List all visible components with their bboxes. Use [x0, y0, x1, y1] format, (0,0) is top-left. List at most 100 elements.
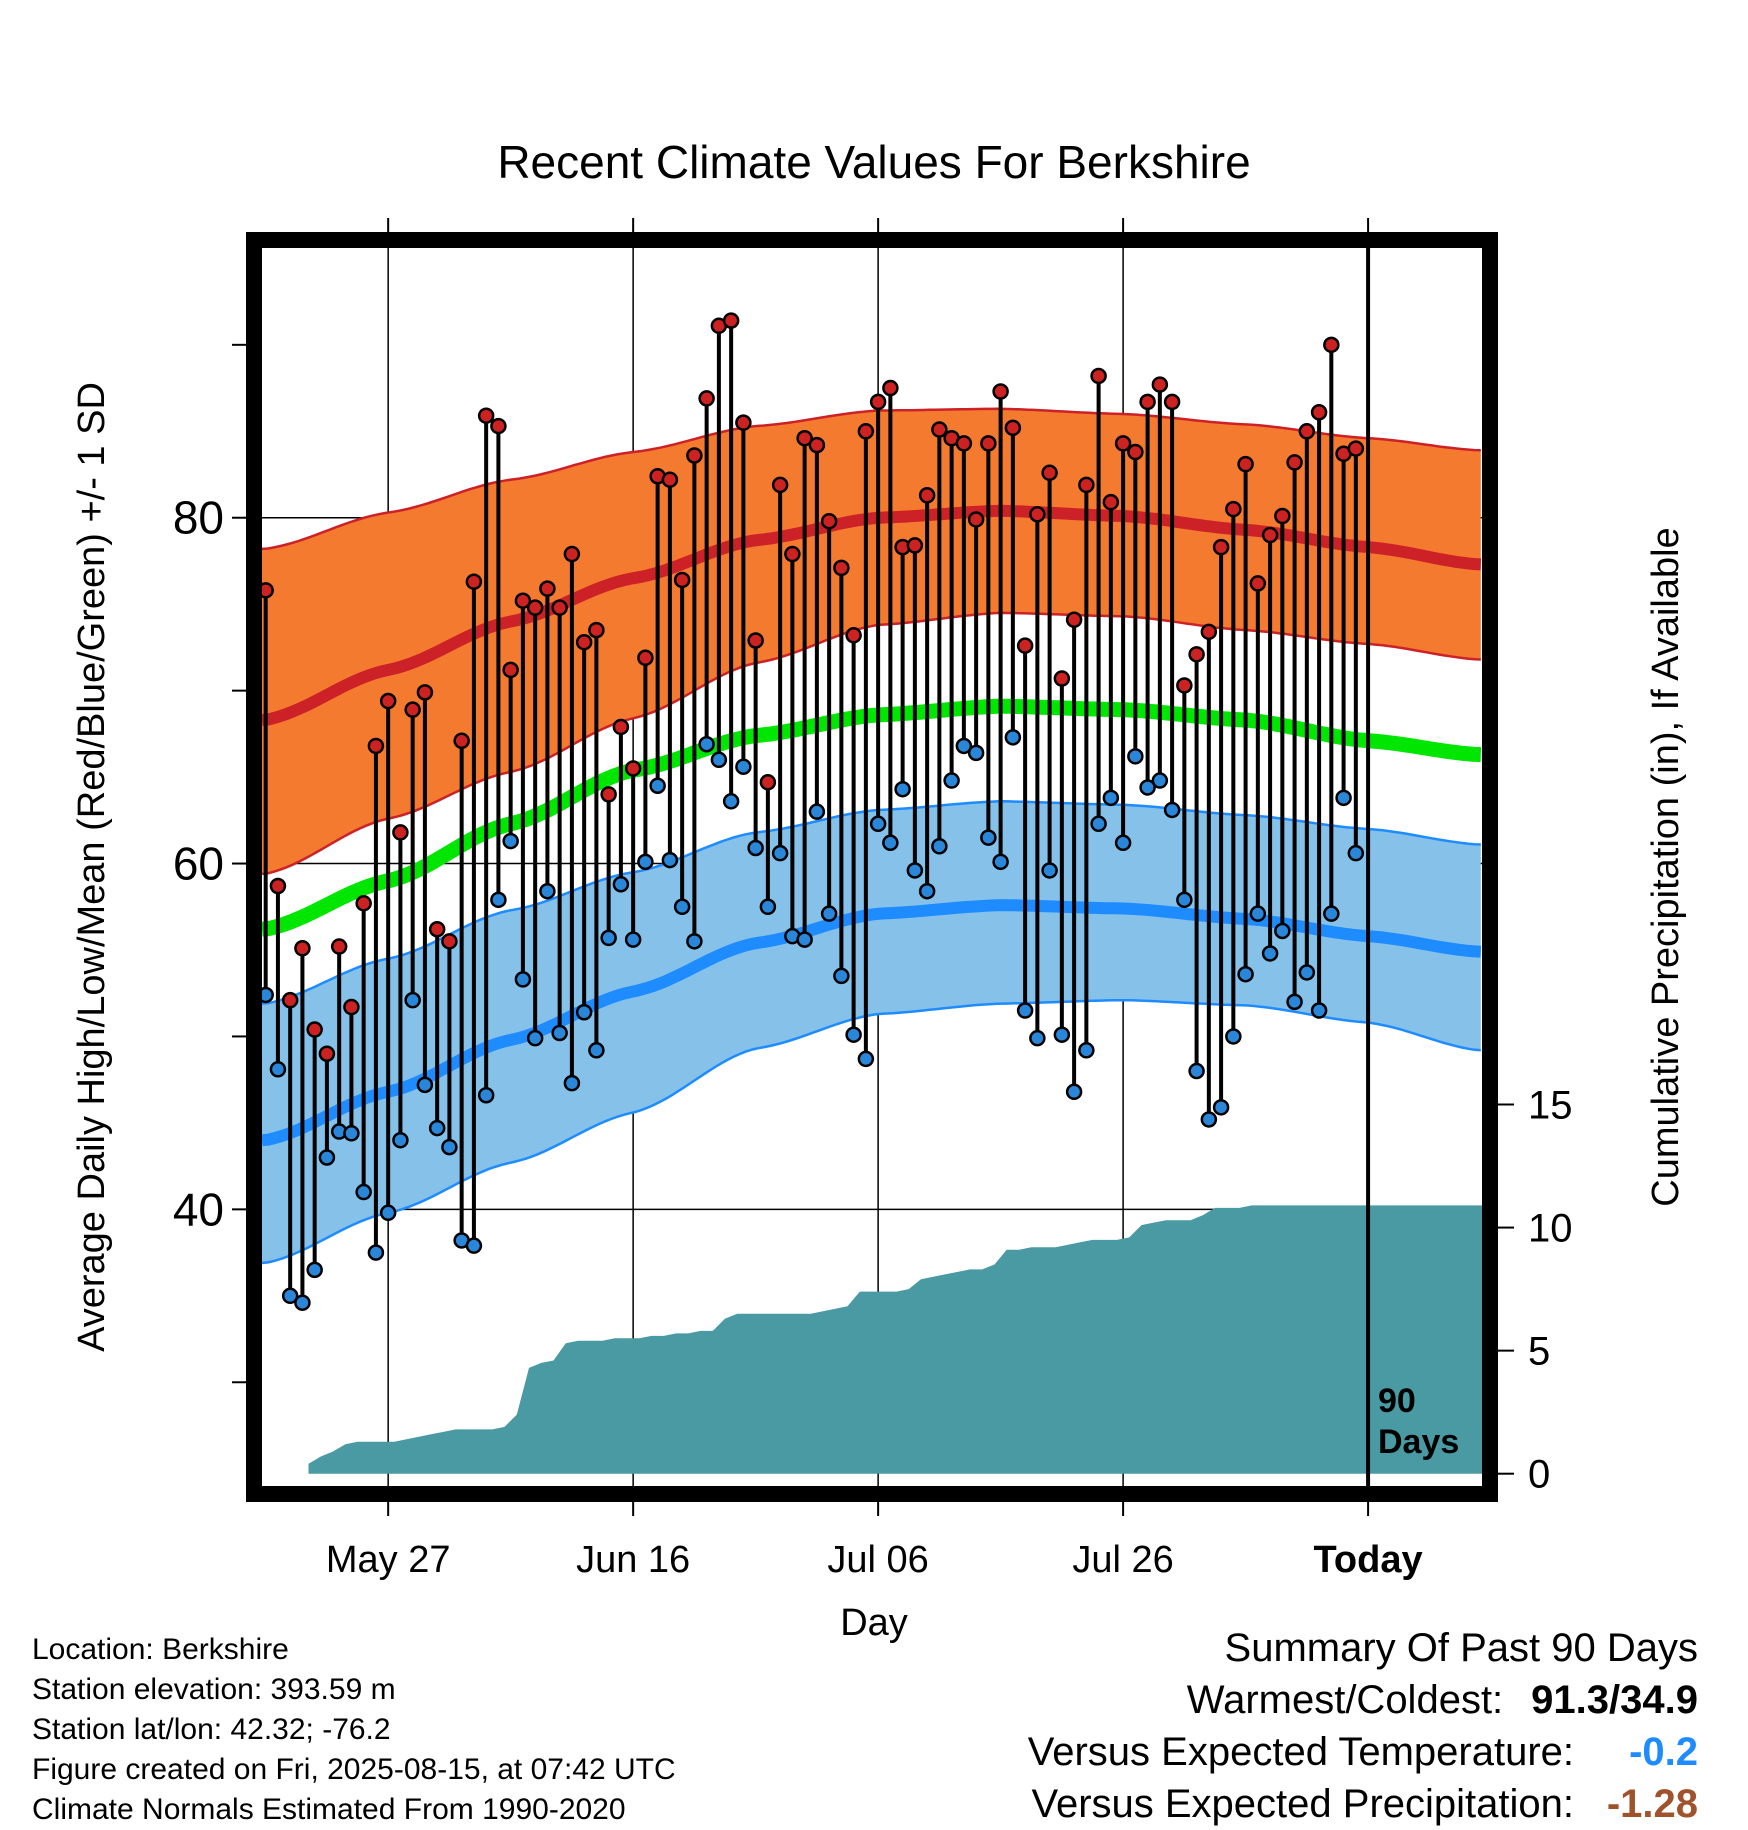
low-point — [698, 735, 715, 753]
high-point — [857, 423, 875, 440]
high-point — [441, 933, 458, 950]
high-point — [1163, 393, 1181, 411]
observations — [257, 312, 1365, 1311]
y-right-tick-label: 10 — [1528, 1207, 1573, 1251]
high-upper-line — [261, 407, 1481, 551]
precip-row: Versus Expected Precipitation: -1.28 — [1028, 1778, 1698, 1830]
high-point — [1261, 526, 1279, 544]
high-point — [1347, 440, 1365, 457]
low-point — [955, 737, 973, 755]
low-lower-line — [261, 998, 1481, 1265]
high-point — [735, 414, 752, 431]
warm-cold-label: Warmest/Coldest: — [1186, 1678, 1504, 1722]
high-point — [759, 774, 777, 791]
low-point — [906, 862, 924, 879]
x-tick-label: Jun 16 — [576, 1539, 690, 1581]
low-sd-band — [262, 801, 1481, 1263]
elevation-text: Station elevation: 393.59 m — [32, 1673, 396, 1706]
low-point — [1286, 993, 1303, 1011]
high-point — [1188, 646, 1205, 663]
high-point — [637, 649, 654, 667]
high-point — [1151, 376, 1169, 393]
low-point — [526, 1029, 544, 1047]
low-point — [833, 967, 850, 985]
high-point — [1114, 435, 1132, 452]
high-point — [1200, 623, 1218, 641]
low-point — [1065, 1083, 1083, 1101]
low-point — [1237, 965, 1254, 983]
location-text: Location: Berkshire — [32, 1633, 289, 1666]
low-point — [1310, 1002, 1328, 1019]
temp-value: -0.2 — [1629, 1730, 1698, 1774]
high-point — [1298, 423, 1316, 440]
high-point — [1102, 493, 1120, 511]
low-upper-line — [261, 800, 1481, 1005]
created-text: Figure created on Fri, 2025-08-15, at 07… — [32, 1753, 676, 1786]
low-point — [1102, 789, 1120, 807]
low-point — [894, 780, 911, 798]
low-point — [1200, 1111, 1218, 1128]
high-point — [698, 390, 715, 407]
high-point — [269, 877, 287, 895]
high-point — [686, 447, 703, 464]
high-point — [330, 938, 348, 955]
high-point — [1310, 404, 1328, 421]
warm-cold-row: Warmest/Coldest: 91.3/34.9 — [1028, 1674, 1698, 1726]
low-point — [367, 1244, 385, 1261]
low-point — [514, 971, 532, 988]
low-point — [600, 929, 617, 947]
high-point — [392, 824, 409, 841]
y-left-tick-label: 80 — [173, 492, 224, 544]
high-point — [784, 545, 801, 563]
y-axis-left-label: Average Daily High/Low/Mean (Red/Blue/Gr… — [71, 382, 113, 1352]
high-point — [428, 920, 446, 938]
high-point — [588, 621, 605, 639]
low-point — [1151, 772, 1169, 789]
x-axis-label: Day — [840, 1602, 908, 1644]
y-right-tick-label: 15 — [1528, 1084, 1573, 1128]
high-point — [1029, 506, 1046, 523]
high-point — [1053, 670, 1071, 687]
low-point — [967, 744, 985, 762]
high-point — [1176, 677, 1193, 694]
precip-label: Versus Expected Precipitation: — [1031, 1782, 1574, 1826]
low-point — [392, 1131, 409, 1149]
chart-title: Recent Climate Values For Berkshire — [497, 136, 1250, 188]
high-point — [281, 991, 299, 1009]
low-point — [1298, 964, 1316, 981]
low-point — [1225, 1028, 1242, 1045]
low-point — [882, 834, 899, 852]
high-point — [906, 537, 924, 554]
high-point — [833, 559, 850, 577]
high-point — [526, 599, 544, 616]
low-point — [845, 1026, 862, 1043]
low-point — [379, 1204, 397, 1222]
high-point — [869, 393, 887, 411]
high-point — [661, 471, 679, 488]
high-point — [1041, 464, 1058, 482]
x-tick-label: Jul 26 — [1072, 1539, 1173, 1581]
mean-normal-line — [261, 698, 1482, 937]
high-point — [416, 684, 434, 701]
high-point — [514, 592, 532, 609]
low-point — [869, 815, 887, 833]
high-point — [796, 429, 813, 447]
low-point — [1274, 922, 1291, 940]
low-point — [269, 1061, 287, 1078]
x-tick-label: Jul 06 — [827, 1539, 928, 1581]
high-point — [918, 487, 936, 504]
high-point — [1078, 476, 1095, 494]
low-point — [588, 1042, 605, 1059]
low-point — [759, 898, 777, 916]
high-point — [845, 627, 862, 644]
low-point — [857, 1050, 875, 1068]
low-point — [1114, 834, 1132, 852]
low-point — [735, 758, 752, 775]
low-point — [1090, 815, 1107, 833]
low-point — [820, 905, 838, 922]
low-point — [1139, 779, 1156, 796]
low-point — [710, 751, 728, 769]
station-info: Location: Berkshire Station elevation: 3… — [32, 1630, 676, 1830]
low-point — [637, 853, 654, 871]
